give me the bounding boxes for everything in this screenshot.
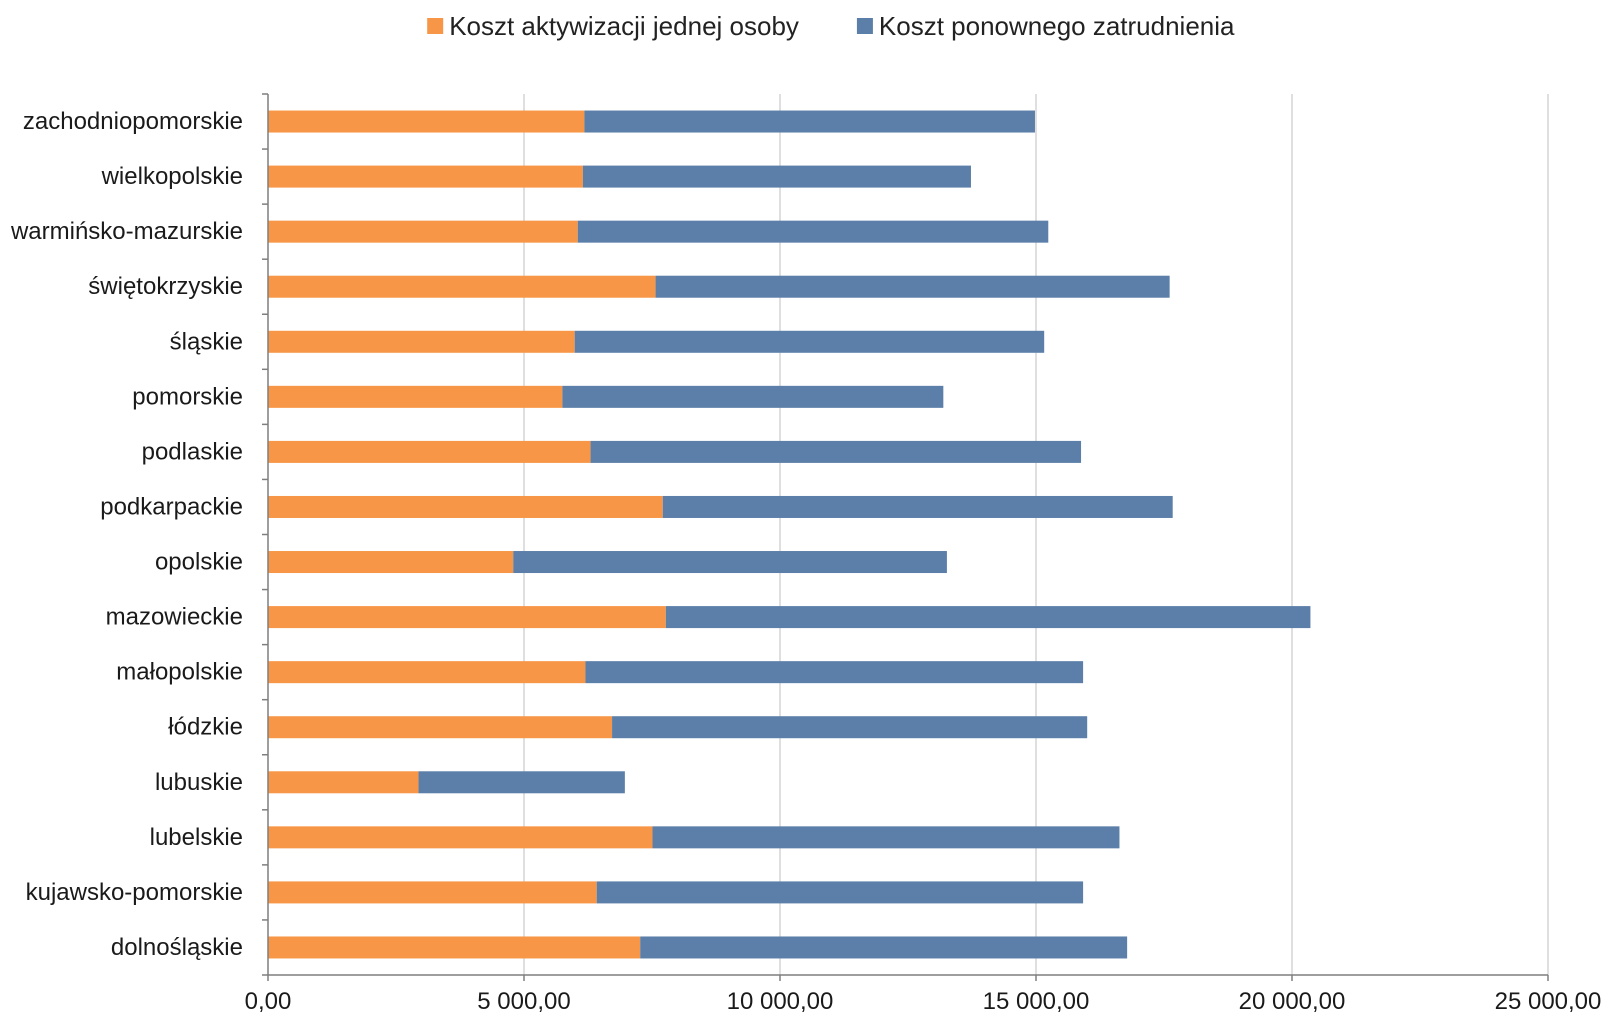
- bar-activation-9: [268, 606, 666, 629]
- category-label-14: kujawsko-pomorskie: [26, 879, 243, 906]
- x-tick-label-3: 15 000,00: [983, 988, 1090, 1015]
- bar-activation-3: [268, 275, 656, 298]
- category-label-8: opolskie: [155, 549, 243, 576]
- category-label-7: podkarpackie: [100, 493, 243, 520]
- category-label-2: warmińsko-mazurskie: [10, 218, 243, 245]
- legend-label-1: Koszt ponownego zatrudnienia: [879, 11, 1235, 41]
- category-label-4: śląskie: [170, 328, 243, 355]
- category-label-0: zachodniopomorskie: [23, 108, 243, 135]
- x-tick-label-4: 20 000,00: [1239, 988, 1346, 1015]
- bar-reemployment-12: [418, 771, 625, 794]
- category-label-12: lubuskie: [155, 769, 243, 796]
- bar-reemployment-7: [662, 495, 1173, 518]
- bar-activation-15: [268, 936, 641, 959]
- bar-reemployment-3: [655, 275, 1170, 298]
- x-tick-label-1: 5 000,00: [477, 988, 570, 1015]
- bar-reemployment-2: [577, 220, 1049, 243]
- category-label-15: dolnośląskie: [111, 934, 243, 961]
- bar-activation-10: [268, 661, 586, 684]
- category-label-1: wielkopolskie: [101, 163, 243, 190]
- bar-activation-8: [268, 551, 514, 574]
- category-label-10: małopolskie: [116, 659, 243, 686]
- bar-reemployment-8: [513, 551, 947, 574]
- bar-reemployment-9: [665, 606, 1311, 629]
- bar-reemployment-11: [612, 716, 1088, 739]
- bar-activation-12: [268, 771, 419, 794]
- category-label-9: mazowieckie: [106, 604, 243, 631]
- bar-activation-4: [268, 330, 575, 353]
- bar-reemployment-5: [562, 385, 944, 408]
- chart-bars: [268, 110, 1311, 959]
- category-label-11: łódzkie: [168, 714, 243, 741]
- category-label-13: lubelskie: [150, 824, 243, 851]
- category-label-3: świętokrzyskie: [88, 273, 243, 300]
- x-tick-label-0: 0,00: [245, 988, 292, 1015]
- bar-activation-5: [268, 385, 563, 408]
- x-tick-label-5: 25 000,00: [1495, 988, 1602, 1015]
- bar-activation-13: [268, 826, 653, 849]
- legend-swatch-0: [427, 18, 444, 34]
- bar-reemployment-6: [590, 440, 1082, 463]
- chart-axes: [262, 93, 1549, 981]
- bar-activation-7: [268, 495, 663, 518]
- bar-activation-1: [268, 165, 583, 188]
- bar-activation-2: [268, 220, 578, 243]
- bar-reemployment-13: [652, 826, 1120, 849]
- bar-reemployment-0: [584, 110, 1035, 133]
- category-label-5: pomorskie: [132, 383, 243, 410]
- bar-activation-6: [268, 440, 591, 463]
- bar-reemployment-4: [574, 330, 1045, 353]
- legend-swatch-1: [856, 18, 873, 34]
- x-tick-labels: 0,00 5 000,00 10 000,00 15 000,00 20 000,00 2…: [245, 988, 1602, 1015]
- legend-label-0: Koszt aktywizacji jednej osoby: [449, 11, 799, 41]
- bar-activation-11: [268, 716, 613, 739]
- bar-reemployment-10: [585, 661, 1084, 684]
- chart-legend: Koszt aktywizacji jednej osoby Koszt pono…: [427, 11, 1235, 41]
- bar-reemployment-14: [596, 881, 1084, 904]
- bar-reemployment-1: [582, 165, 971, 188]
- bar-activation-14: [268, 881, 597, 904]
- bar-activation-0: [268, 110, 585, 133]
- bar-reemployment-15: [640, 936, 1128, 959]
- category-labels: zachodniopomorskie wielkopolskie warmińsko…: [10, 108, 243, 961]
- category-label-6: podlaskie: [142, 438, 243, 465]
- x-tick-label-2: 10 000,00: [727, 988, 834, 1015]
